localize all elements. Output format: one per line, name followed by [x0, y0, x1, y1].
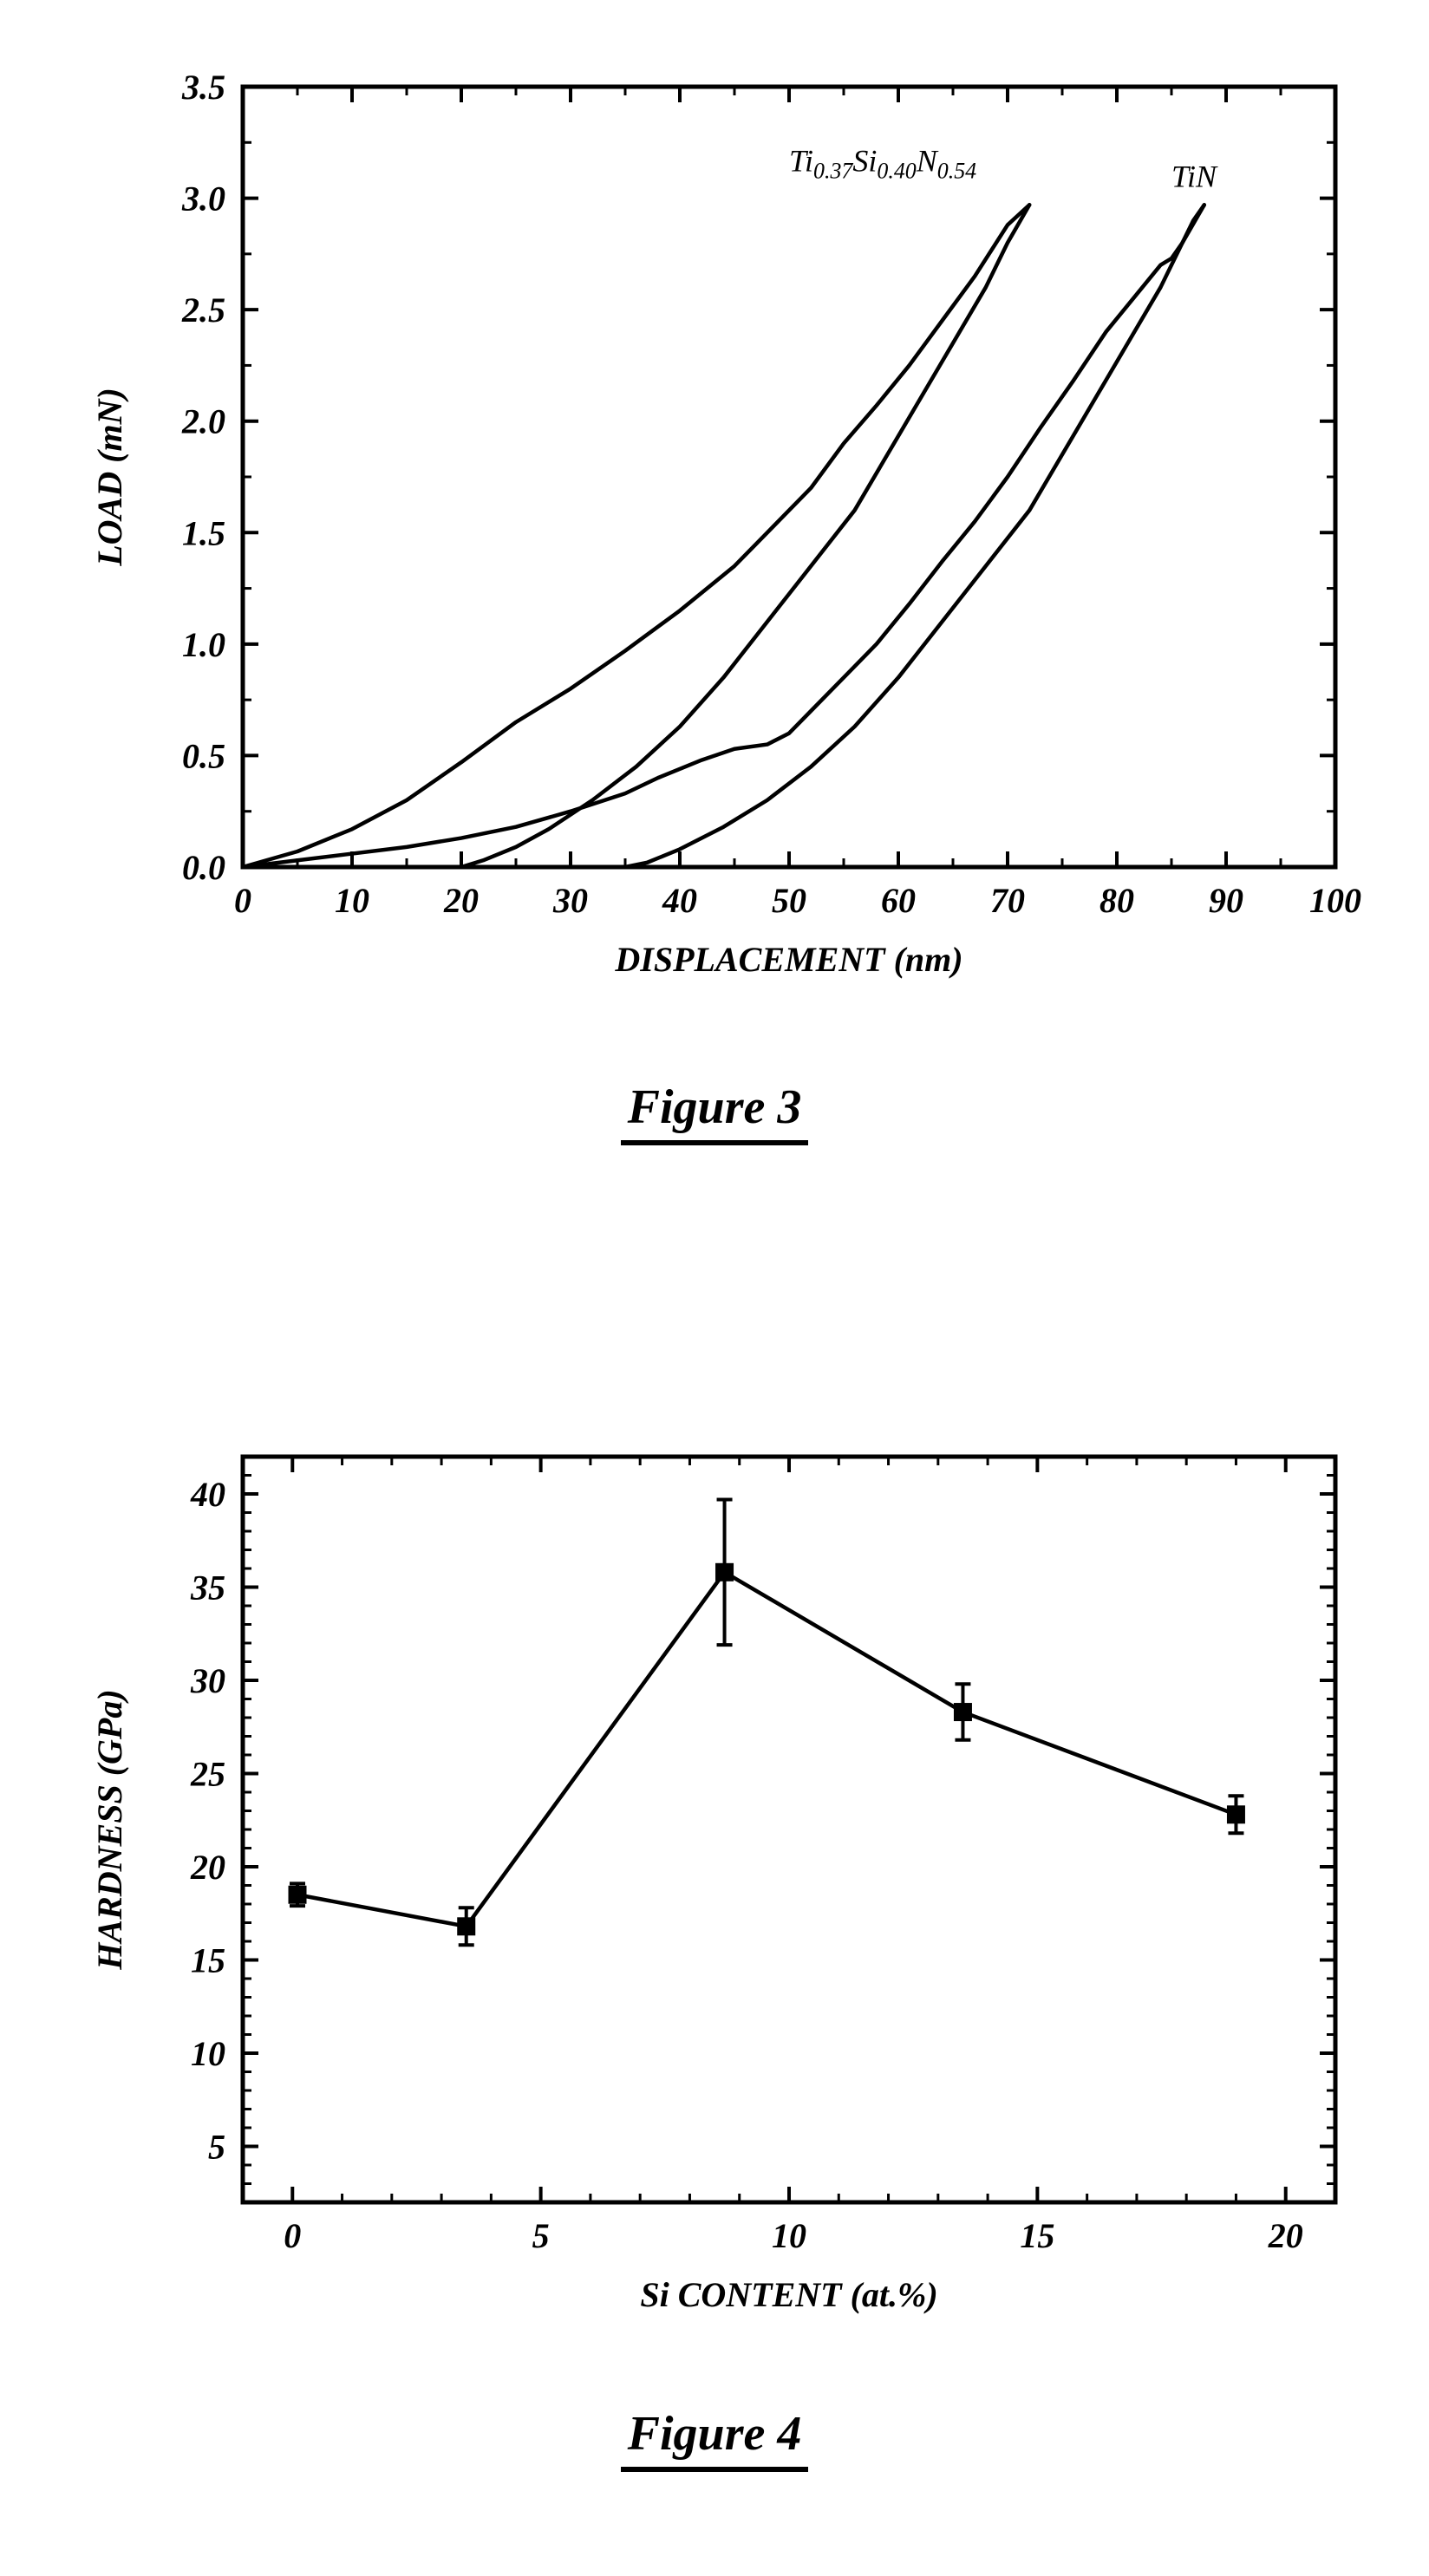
svg-text:Si CONTENT (at.%): Si CONTENT (at.%) — [640, 2275, 937, 2314]
svg-text:5: 5 — [208, 2128, 225, 2167]
svg-text:0: 0 — [284, 2216, 301, 2255]
svg-text:TiN: TiN — [1171, 160, 1218, 194]
figure4-chart: 0 5 10 15 20 5 10 15 20 25 30 35 40 Si CONTENT (at.%)… — [0, 1405, 1429, 2384]
svg-text:3.0: 3.0 — [181, 179, 225, 218]
svg-text:30: 30 — [190, 1661, 225, 1700]
svg-text:15: 15 — [1020, 2216, 1054, 2255]
svg-text:0.0: 0.0 — [182, 848, 225, 887]
svg-text:100: 100 — [1309, 881, 1361, 920]
svg-text:50: 50 — [772, 881, 806, 920]
svg-text:3.5: 3.5 — [181, 68, 225, 107]
svg-text:10: 10 — [772, 2216, 806, 2255]
svg-text:30: 30 — [552, 881, 588, 920]
figure3-caption: Figure 3 — [0, 1079, 1429, 1145]
svg-text:Ti0.37Si0.40N0.54: Ti0.37Si0.40N0.54 — [789, 144, 976, 184]
figure4-caption: Figure 4 — [0, 2406, 1429, 2472]
svg-text:5: 5 — [532, 2216, 550, 2255]
svg-text:2.5: 2.5 — [181, 290, 225, 329]
svg-text:10: 10 — [335, 881, 369, 920]
svg-text:10: 10 — [191, 2034, 225, 2073]
svg-text:70: 70 — [990, 881, 1025, 920]
svg-text:20: 20 — [190, 1848, 225, 1887]
svg-text:0.5: 0.5 — [182, 736, 225, 775]
svg-text:HARDNESS (GPa): HARDNESS (GPa) — [90, 1689, 129, 1970]
svg-text:0: 0 — [234, 881, 251, 920]
svg-text:1.5: 1.5 — [182, 513, 225, 552]
svg-text:25: 25 — [190, 1755, 225, 1794]
svg-text:2.0: 2.0 — [181, 402, 225, 441]
svg-text:LOAD (mN): LOAD (mN) — [90, 388, 129, 567]
svg-text:1.0: 1.0 — [182, 625, 225, 664]
figure3-chart: 0 10 20 30 40 50 60 70 80 90 100 0.0 0.5 1.0 1.5 2.0 2.5… — [0, 35, 1429, 1058]
svg-text:20: 20 — [1268, 2216, 1303, 2255]
svg-text:90: 90 — [1209, 881, 1243, 920]
svg-text:40: 40 — [662, 881, 697, 920]
svg-text:80: 80 — [1099, 881, 1134, 920]
svg-text:20: 20 — [443, 881, 479, 920]
svg-text:15: 15 — [191, 1941, 225, 1980]
svg-text:DISPLACEMENT (nm): DISPLACEMENT (nm) — [614, 940, 962, 979]
svg-text:40: 40 — [190, 1475, 225, 1514]
svg-text:60: 60 — [881, 881, 916, 920]
svg-text:35: 35 — [190, 1568, 225, 1608]
